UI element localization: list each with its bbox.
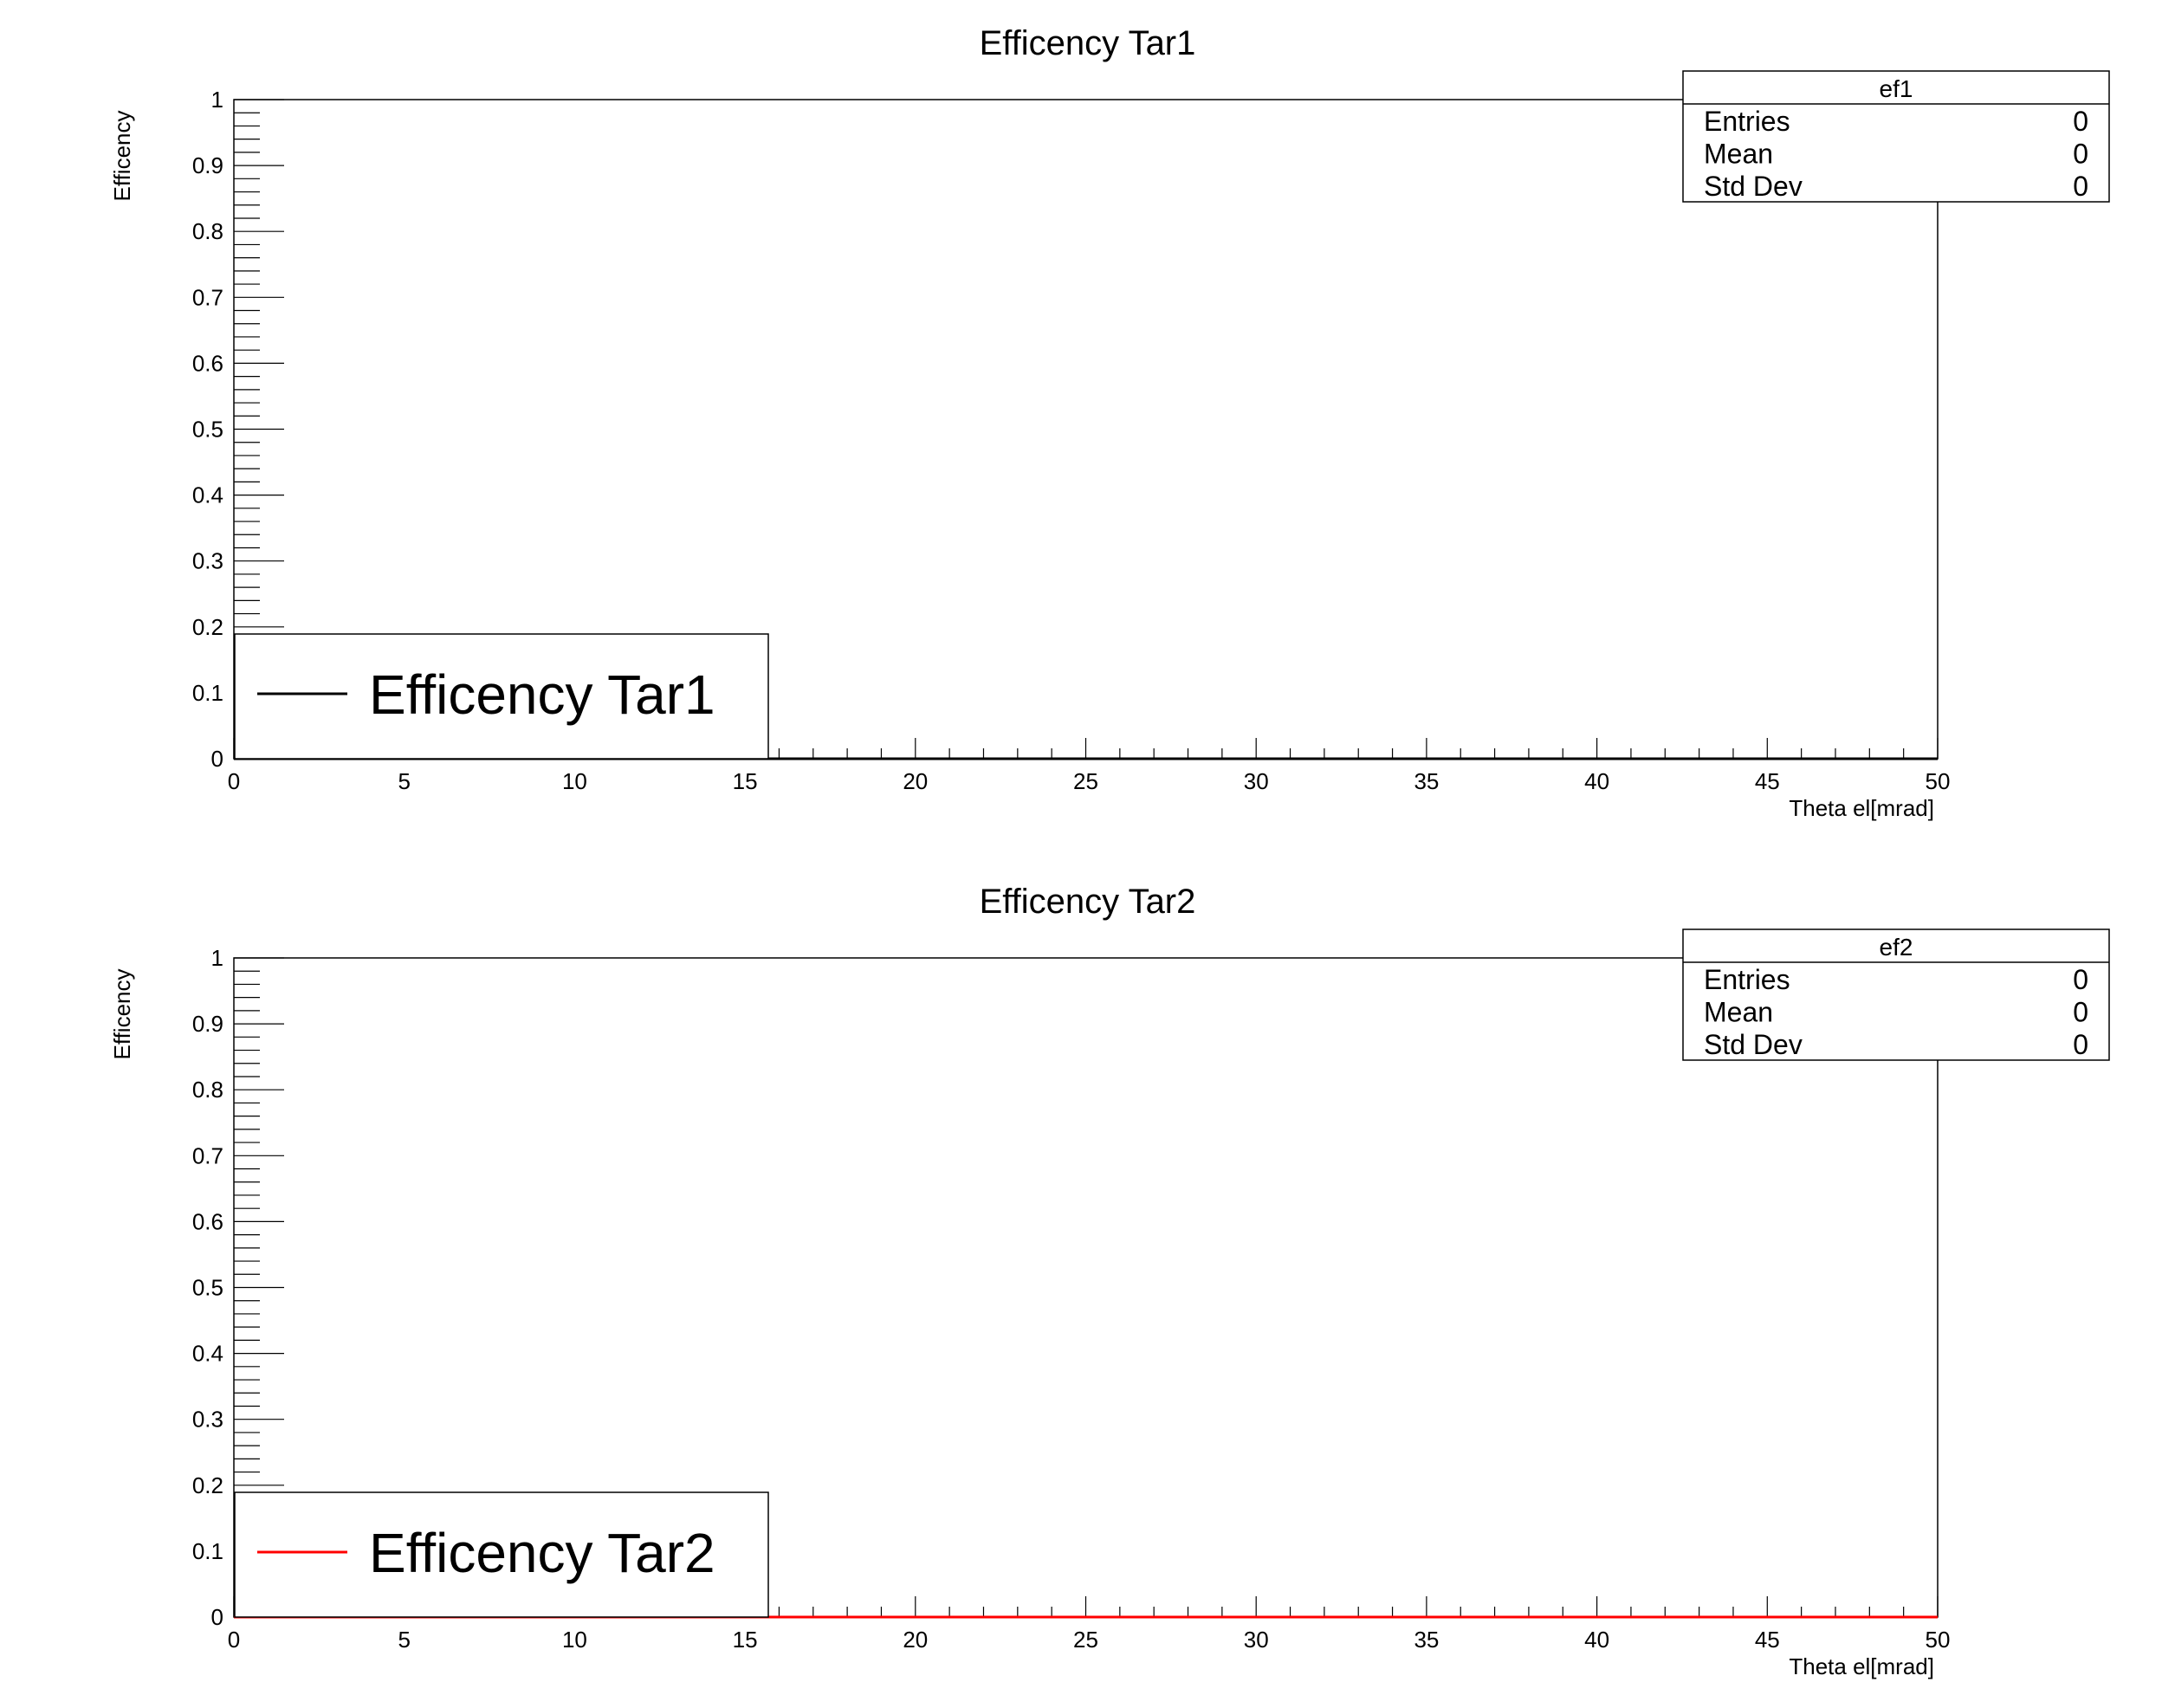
x-tick-label: 30: [1244, 768, 1269, 794]
y-tick-label: 0.8: [192, 1077, 223, 1103]
x-tick-label: 5: [398, 1627, 410, 1653]
x-tick-label: 20: [903, 768, 928, 794]
x-tick-label: 0: [228, 1627, 240, 1653]
x-axis-label: Theta el[mrad]: [1789, 1653, 1934, 1679]
y-tick-label: 0.5: [192, 417, 223, 443]
stats-frame: [1682, 928, 2110, 1061]
y-tick-label: 0.3: [192, 1407, 223, 1433]
y-tick-label: 0.4: [192, 1341, 223, 1367]
y-tick-label: 0.3: [192, 548, 223, 574]
y-axis-label: Efficency: [109, 968, 135, 1059]
chart-title: Efficency Tar2: [980, 883, 1196, 921]
stats-value: 0: [2073, 1029, 2088, 1060]
x-tick-label: 35: [1414, 768, 1439, 794]
stats-frame: [1682, 70, 2110, 203]
stats-title: ef2: [1880, 934, 1913, 961]
y-tick-label: 0.8: [192, 218, 223, 244]
stats-box: ef2 Entries 0 Mean 0 Std Dev 0: [1682, 928, 2110, 1061]
x-tick-label: 40: [1584, 768, 1609, 794]
y-tick-label: 0.9: [192, 1011, 223, 1037]
legend-entry: Efficency Tar1: [369, 663, 715, 726]
x-tick-label: 20: [903, 1627, 928, 1653]
x-tick-label: 5: [398, 768, 410, 794]
stats-label: Std Dev: [1704, 1029, 1803, 1060]
y-tick-label: 0: [211, 1604, 223, 1630]
y-tick-label: 0.7: [192, 284, 223, 310]
legend-entry: Efficency Tar2: [369, 1522, 715, 1584]
x-tick-label: 45: [1755, 768, 1780, 794]
x-tick-label: 10: [562, 768, 587, 794]
stats-label: Std Dev: [1704, 171, 1803, 202]
chart-title: Efficency Tar1: [980, 24, 1196, 62]
x-tick-label: 50: [1926, 1627, 1951, 1653]
stats-label: Entries: [1704, 106, 1790, 137]
stats-label: Entries: [1704, 964, 1790, 995]
y-tick-label: 0.7: [192, 1142, 223, 1168]
stats-value: 0: [2073, 997, 2088, 1028]
stats-value: 0: [2073, 171, 2088, 202]
x-tick-label: 45: [1755, 1627, 1780, 1653]
x-tick-label: 10: [562, 1627, 587, 1653]
legend: Efficency Tar1: [234, 633, 769, 760]
y-tick-label: 0.9: [192, 152, 223, 178]
y-tick-label: 0.2: [192, 614, 223, 640]
x-tick-label: 15: [733, 1627, 758, 1653]
stats-value: 0: [2073, 106, 2088, 137]
y-tick-label: 0.5: [192, 1275, 223, 1301]
y-tick-label: 0.6: [192, 350, 223, 376]
stats-title: ef1: [1880, 75, 1913, 102]
stats-label: Mean: [1704, 139, 1773, 170]
y-tick-label: 0.2: [192, 1472, 223, 1498]
x-tick-label: 35: [1414, 1627, 1439, 1653]
y-tick-label: 0.1: [192, 1538, 223, 1564]
x-tick-label: 0: [228, 768, 240, 794]
legend-box: [234, 1491, 769, 1618]
x-axis-label: Theta el[mrad]: [1789, 795, 1934, 821]
stats-value: 0: [2073, 139, 2088, 170]
legend: Efficency Tar2: [234, 1491, 769, 1618]
y-tick-label: 1: [211, 945, 223, 971]
chart-panel-1: Efficency Tar1 0 0.1 0.2 0.3 0.4 0.5 0.6 0.7 0.8 0…: [109, 24, 2110, 821]
x-tick-label: 30: [1244, 1627, 1269, 1653]
y-tick-label: 0: [211, 746, 223, 772]
y-tick-label: 1: [211, 87, 223, 113]
stats-label: Mean: [1704, 997, 1773, 1028]
stats-value: 0: [2073, 964, 2088, 995]
chart-panel-2: Efficency Tar2 0 0.1 0.2 0.3 0.4 0.5 0.6 0.7 0.8 0…: [109, 883, 2110, 1679]
y-tick-label: 0.4: [192, 482, 223, 508]
x-tick-label: 15: [733, 768, 758, 794]
x-tick-label: 40: [1584, 1627, 1609, 1653]
y-tick-label: 0.1: [192, 680, 223, 706]
x-tick-label: 50: [1926, 768, 1951, 794]
x-tick-label: 25: [1073, 1627, 1098, 1653]
legend-box: [234, 633, 769, 760]
y-axis-label: Efficency: [109, 110, 135, 201]
stats-box: ef1 Entries 0 Mean 0 Std Dev 0: [1682, 70, 2110, 203]
y-tick-label: 0.6: [192, 1208, 223, 1234]
x-tick-label: 25: [1073, 768, 1098, 794]
